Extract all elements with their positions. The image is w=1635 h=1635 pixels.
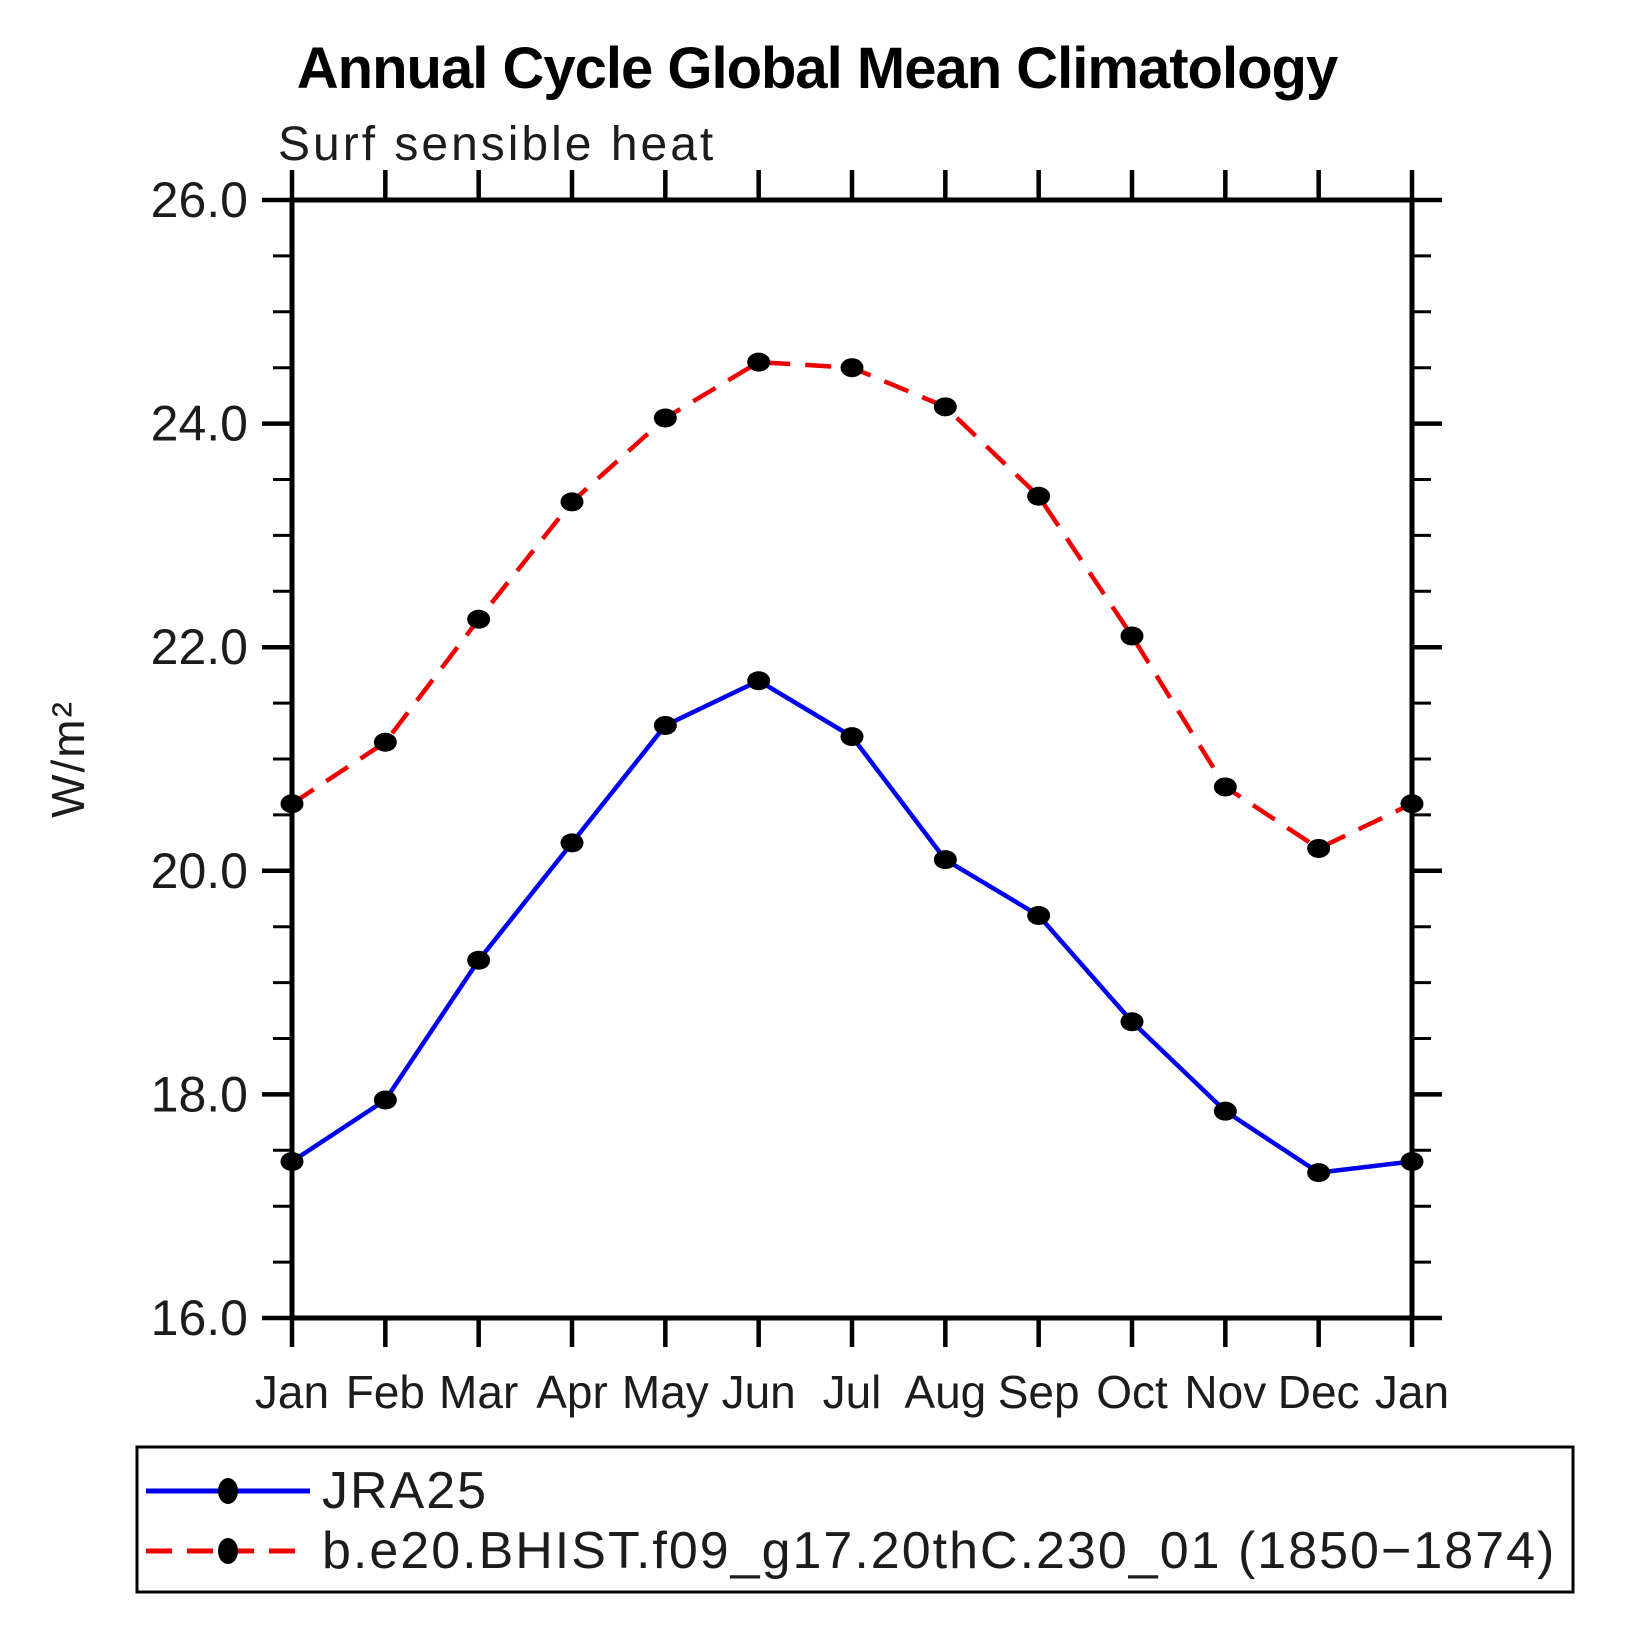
data-point-marker	[653, 408, 677, 428]
y-tick-label: 24.0	[151, 396, 248, 452]
y-tick-label: 16.0	[151, 1290, 248, 1346]
data-point-marker	[1213, 777, 1237, 797]
data-point-marker	[280, 1151, 304, 1171]
x-tick-label: Nov	[1184, 1366, 1266, 1418]
data-point-marker	[1213, 1101, 1237, 1121]
data-point-marker	[1027, 486, 1051, 506]
series-line-1	[290, 359, 1413, 852]
y-tick-label: 20.0	[151, 843, 248, 899]
y-tick-label: 26.0	[151, 172, 248, 228]
data-point-marker	[1120, 1012, 1144, 1032]
chart-frame	[289, 197, 1415, 1321]
data-point-marker	[467, 609, 491, 629]
data-point-marker	[747, 671, 771, 691]
x-tick-label: Jun	[722, 1366, 796, 1418]
data-point-marker	[1400, 794, 1424, 814]
data-point-marker	[373, 732, 397, 752]
x-tick-label: Dec	[1278, 1366, 1360, 1418]
x-tick-label: Jan	[1375, 1366, 1449, 1418]
y-tick-label: 18.0	[151, 1066, 248, 1122]
data-point-marker	[1027, 906, 1051, 926]
data-point-marker	[1120, 626, 1144, 646]
data-point-marker	[560, 492, 584, 512]
page-title: Annual Cycle Global Mean Climatology	[297, 36, 1338, 101]
data-point-marker	[280, 794, 304, 814]
data-point-marker	[373, 1090, 397, 1110]
legend-box	[135, 1445, 1575, 1594]
data-point-marker	[653, 715, 677, 735]
data-point-marker	[840, 727, 864, 747]
data-point-marker	[1307, 1163, 1331, 1183]
data-point-marker	[467, 950, 491, 970]
data-point-marker	[933, 850, 957, 870]
legend-item-marker	[218, 1538, 238, 1564]
x-tick-label: Jul	[823, 1366, 882, 1418]
y-axis-label: W/m²	[42, 700, 94, 818]
x-tick-label: May	[622, 1366, 709, 1418]
series-line-0	[290, 678, 1413, 1175]
y-tick-label: 22.0	[151, 619, 248, 675]
x-tick-label: Sep	[998, 1366, 1080, 1418]
legend-item-label: JRA25	[322, 1462, 488, 1520]
x-tick-label: Feb	[346, 1366, 425, 1418]
data-point-marker	[840, 358, 864, 378]
x-tick-label: Apr	[536, 1366, 608, 1418]
legend-item-marker	[218, 1478, 238, 1504]
x-tick-label: Aug	[904, 1366, 986, 1418]
x-tick-label: Mar	[439, 1366, 518, 1418]
x-tick-label: Jan	[255, 1366, 329, 1418]
data-point-marker	[933, 397, 957, 417]
data-point-marker	[1400, 1151, 1424, 1171]
x-tick-label: Oct	[1096, 1366, 1168, 1418]
data-point-marker	[747, 352, 771, 372]
legend-item-label: b.e20.BHIST.f09_g17.20thC.230_01 (1850−1…	[322, 1522, 1556, 1580]
chart-subtitle: Surf sensible heat	[278, 118, 716, 171]
data-point-marker	[1307, 838, 1331, 858]
data-point-marker	[560, 833, 584, 853]
